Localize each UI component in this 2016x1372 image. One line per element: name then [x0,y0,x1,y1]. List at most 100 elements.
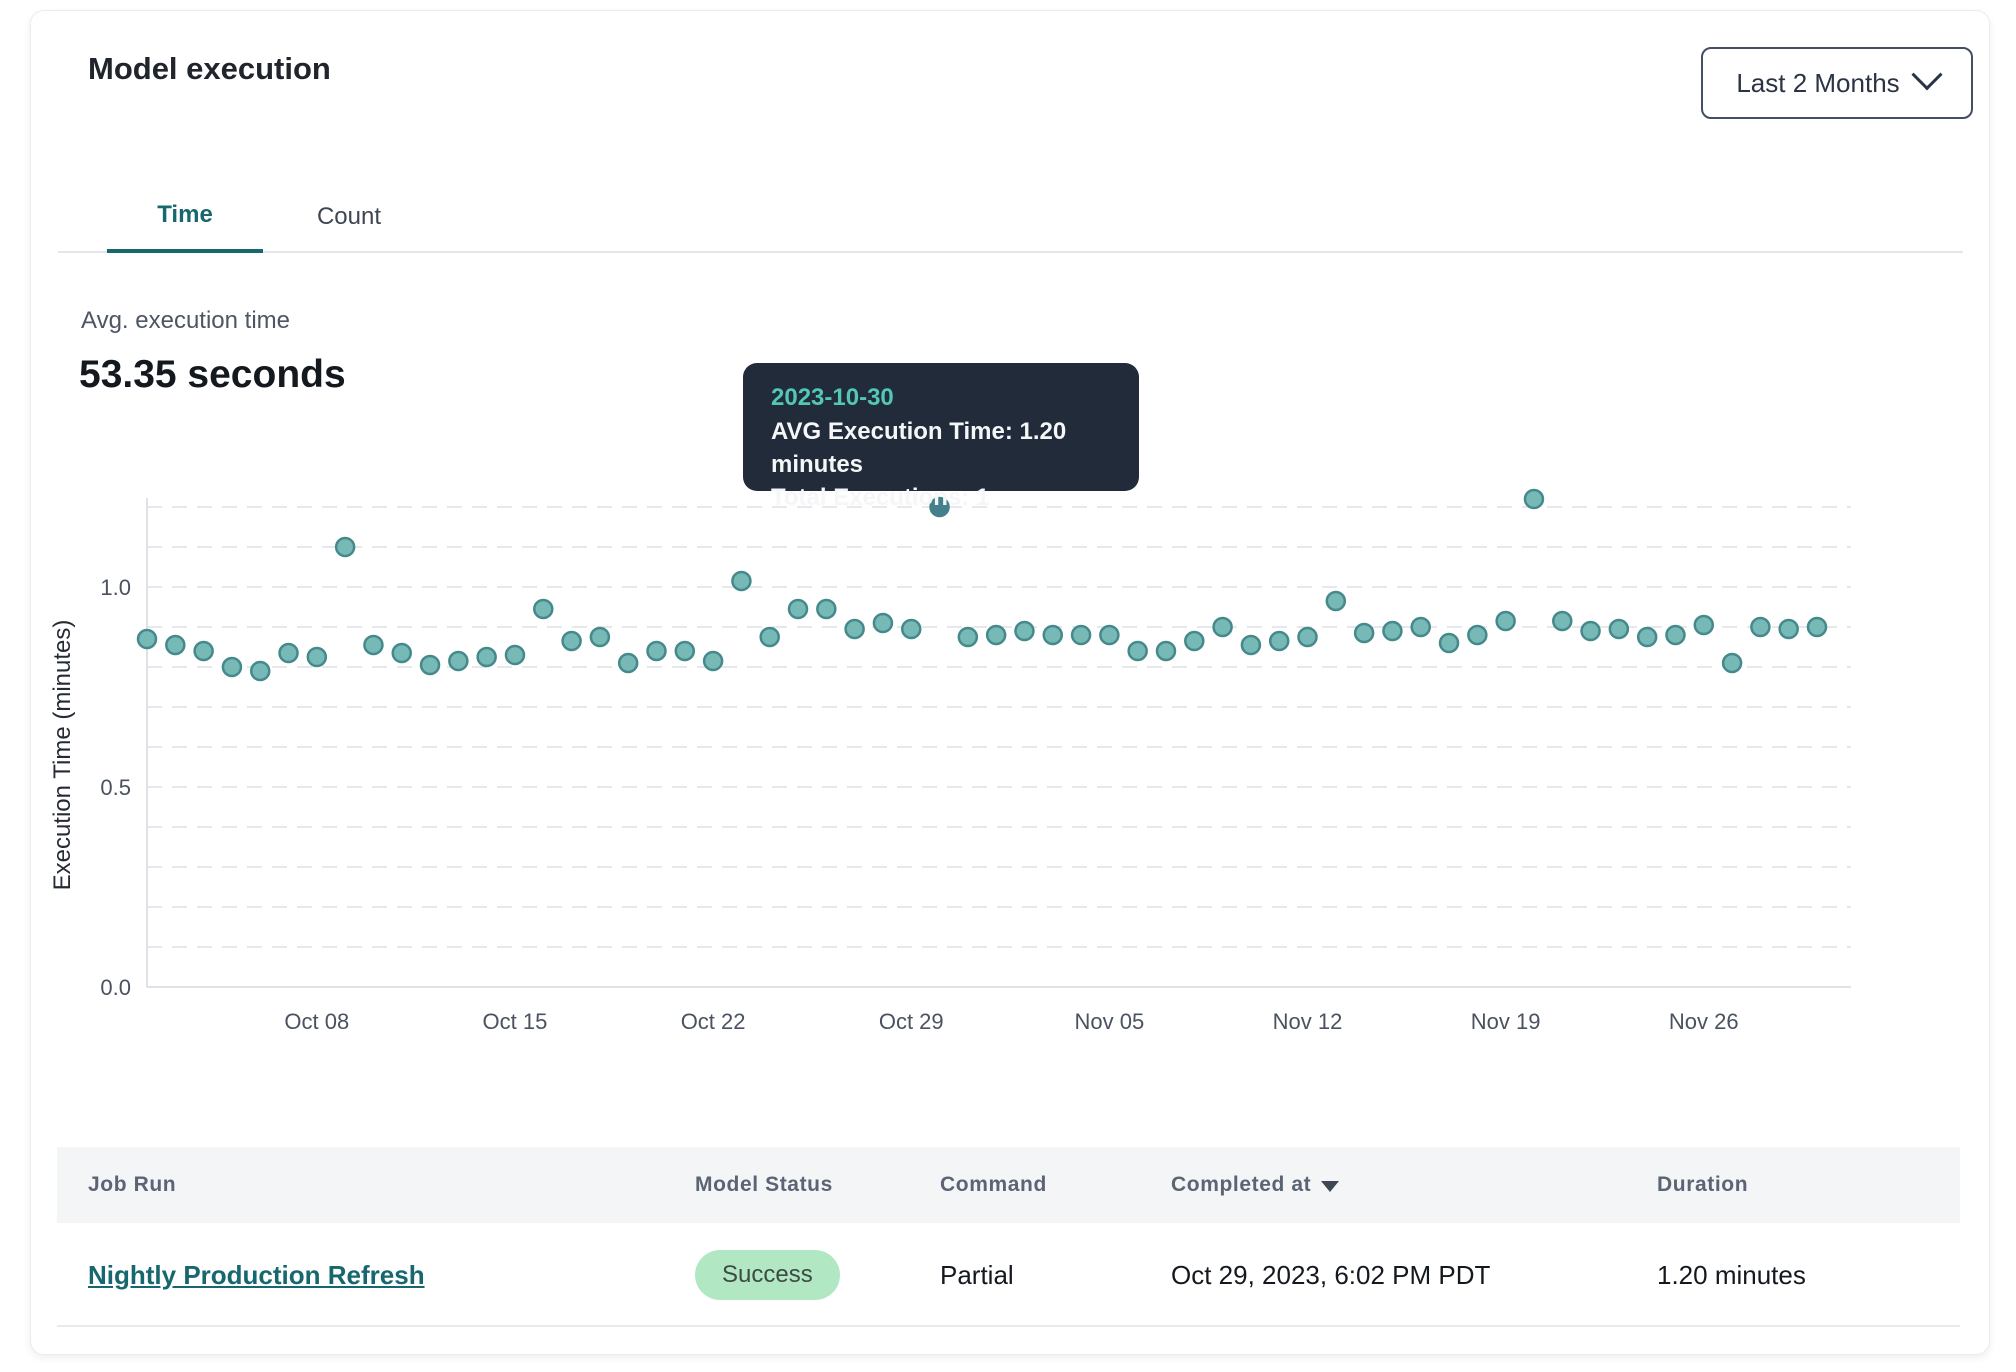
table-row: Nightly Production Refresh Success Parti… [57,1223,1960,1327]
page-title: Model execution [88,51,331,86]
col-header-completed-at[interactable]: Completed at [1171,1147,1340,1223]
scatter-point[interactable] [1495,610,1516,632]
scatter-point[interactable] [731,570,752,592]
x-tick-label: Oct 08 [284,1009,349,1034]
scatter-point[interactable] [787,598,809,620]
scatter-point[interactable] [1184,630,1205,652]
scatter-point[interactable] [1268,630,1290,652]
x-tick-label: Oct 22 [681,1009,746,1034]
scatter-point[interactable] [646,640,667,662]
scatter-point[interactable] [1778,618,1799,640]
sort-desc-icon [1321,1180,1340,1192]
x-tick-label: Nov 05 [1075,1009,1145,1034]
x-tick-label: Oct 29 [879,1009,944,1034]
scatter-point[interactable] [1410,616,1431,638]
scatter-point[interactable] [1127,640,1148,662]
scatter-point[interactable] [1523,488,1545,510]
scatter-point[interactable] [1070,624,1092,646]
scatter-point[interactable] [759,626,780,648]
scatter-point[interactable] [165,634,186,656]
cell-model-status: Success [695,1223,840,1327]
job-runs-table: Job Run Model Status Command Completed a… [57,1147,1960,1327]
scatter-point[interactable] [985,624,1007,646]
scatter-point[interactable] [249,660,271,682]
col-header-model-status: Model Status [695,1173,833,1196]
chart-tooltip: 2023-10-30 AVG Execution Time: 1.20 minu… [743,363,1139,511]
scatter-point[interactable] [617,652,639,674]
date-range-selector[interactable]: Last 2 Months [1701,47,1973,119]
scatter-point[interactable] [476,646,497,668]
col-header-duration: Duration [1657,1173,1749,1196]
x-tick-label: Oct 15 [483,1009,548,1034]
scatter-point[interactable] [1721,652,1743,674]
scatter-point[interactable] [1325,590,1347,612]
scatter-point[interactable] [306,646,328,668]
scatter-point[interactable] [1467,624,1488,646]
scatter-point[interactable] [561,630,582,652]
scatter-point[interactable] [1353,622,1375,644]
scatter-point[interactable] [1665,624,1686,646]
scatter-point[interactable] [391,642,412,664]
scatter-point[interactable] [1297,626,1318,648]
y-tick-label: 0.0 [100,975,131,1000]
tooltip-date: 2023-10-30 [771,384,894,411]
scatter-point[interactable] [334,536,356,558]
scatter-point[interactable] [816,598,837,620]
job-run-link[interactable]: Nightly Production Refresh [88,1259,425,1290]
scatter-point[interactable] [1099,624,1120,646]
scatter-point[interactable] [221,656,243,678]
col-header-completed-at-label: Completed at [1171,1173,1312,1196]
col-header-command: Command [940,1173,1047,1196]
col-header-job-run: Job Run [88,1173,177,1196]
scatter-point[interactable] [589,626,611,648]
scatter-point[interactable] [1750,616,1771,638]
cell-duration: 1.20 minutes [1657,1259,1806,1290]
tab-time[interactable]: Time [107,181,263,253]
scatter-point-highlighted[interactable] [929,496,950,518]
scatter-point[interactable] [1806,616,1828,638]
tab-count[interactable]: Count [316,203,382,230]
scatter-point[interactable] [674,640,696,662]
y-tick-label: 0.5 [100,775,131,800]
scatter-point[interactable] [278,642,299,664]
scatter-point[interactable] [1693,614,1715,636]
avg-execution-time-value: 53.35 seconds [79,353,346,396]
x-tick-label: Nov 26 [1669,1009,1739,1034]
scatter-point[interactable] [1382,620,1403,642]
scatter-point[interactable] [1240,634,1262,656]
table-header-row: Job Run Model Status Command Completed a… [57,1147,1960,1223]
scatter-point[interactable] [872,612,894,634]
scatter-point[interactable] [193,640,214,662]
scatter-point[interactable] [1014,620,1035,642]
scatter-point[interactable] [1155,640,1177,662]
scatter-point[interactable] [1212,616,1233,638]
date-range-value: Last 2 Months [1736,67,1900,98]
x-tick-label: Nov 19 [1471,1009,1541,1034]
scatter-point[interactable] [1438,632,1460,654]
scatter-point[interactable] [957,626,979,648]
scatter-point[interactable] [1042,624,1064,646]
scatter-point[interactable] [363,634,384,656]
scatter-point[interactable] [136,628,158,650]
status-badge: Success [695,1250,840,1300]
cell-command: Partial [940,1259,1014,1290]
scatter-point[interactable] [702,650,724,672]
scatter-point[interactable] [419,654,441,676]
y-tick-label: 1.0 [100,575,131,600]
scatter-point[interactable] [900,618,922,640]
tooltip-total-line: Total Executions: 1 [771,484,990,511]
x-tick-label: Nov 12 [1273,1009,1343,1034]
scatter-point[interactable] [1580,620,1601,642]
scatter-point[interactable] [1552,610,1573,632]
scatter-point[interactable] [1636,626,1658,648]
scatter-point[interactable] [533,598,554,620]
scatter-point[interactable] [844,618,865,640]
scatter-point[interactable] [504,644,526,666]
scatter-point[interactable] [1608,618,1630,640]
scatter-point[interactable] [448,650,469,672]
cell-job-run: Nightly Production Refresh [88,1223,425,1327]
tooltip-avg-line: AVG Execution Time: 1.20 minutes [771,418,1067,478]
tab-bar: Time Count [58,181,1963,253]
model-execution-card: Model execution Last 2 Months Time Count… [30,10,1990,1355]
